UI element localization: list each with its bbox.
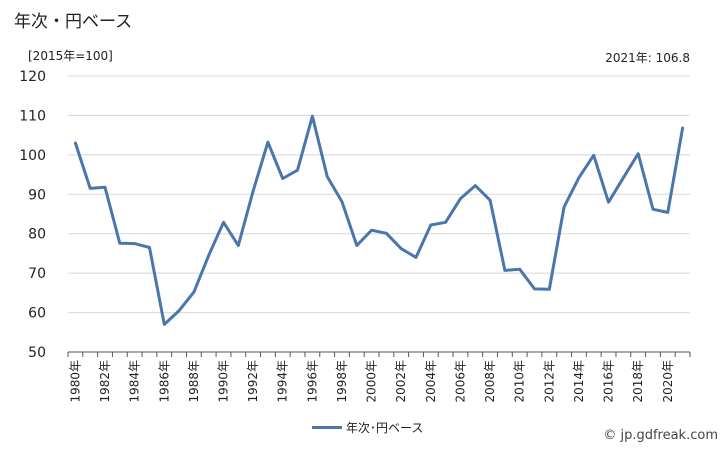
- legend: 年次･円ベース: [312, 419, 423, 436]
- data-point: [370, 229, 373, 232]
- series-line: [73, 114, 685, 326]
- x-tick-label: 2006年: [453, 360, 467, 403]
- x-tick-label: 1994年: [276, 360, 290, 403]
- data-point: [178, 309, 181, 312]
- data-point: [252, 190, 255, 193]
- x-tick-label: 2020年: [661, 360, 675, 403]
- x-tick-label: 2018年: [631, 360, 645, 403]
- legend-label: 年次･円ベース: [346, 421, 424, 435]
- data-point: [681, 127, 684, 130]
- data-point: [415, 256, 418, 259]
- data-point: [74, 142, 77, 145]
- y-tick-label: 50: [28, 345, 46, 361]
- data-point: [577, 176, 580, 179]
- x-tick-label: 2014年: [572, 360, 586, 403]
- data-point: [489, 199, 492, 202]
- data-point: [340, 200, 343, 203]
- data-point: [548, 288, 551, 291]
- x-tick-label: 1980年: [68, 360, 82, 403]
- data-point: [400, 247, 403, 250]
- data-point: [281, 177, 284, 180]
- x-tick-label: 1988年: [187, 360, 201, 403]
- data-point: [207, 254, 210, 257]
- x-tick-label: 1998年: [335, 360, 349, 403]
- data-point: [296, 169, 299, 172]
- legend-swatch: [312, 426, 342, 429]
- y-tick-label: 90: [28, 187, 46, 203]
- data-point: [163, 323, 166, 326]
- data-point: [266, 141, 269, 144]
- latest-value-note: 2021年: 106.8: [605, 51, 690, 65]
- data-point: [104, 186, 107, 189]
- x-tick-label: 1996年: [305, 360, 319, 403]
- data-point: [148, 246, 151, 249]
- source-credit: © jp.gdfreak.com: [603, 428, 718, 443]
- x-tick-label: 2008年: [483, 360, 497, 403]
- chart-title: 年次・円ベース: [14, 12, 133, 32]
- data-point: [637, 152, 640, 155]
- data-point: [237, 244, 240, 247]
- data-point: [533, 287, 536, 290]
- data-point: [444, 221, 447, 224]
- data-point: [563, 205, 566, 208]
- data-point: [133, 242, 136, 245]
- x-tick-label: 1992年: [246, 360, 260, 403]
- x-tick-label: 1986年: [157, 360, 171, 403]
- y-tick-label: 110: [19, 108, 46, 124]
- data-point: [192, 291, 195, 294]
- data-point: [118, 242, 121, 245]
- x-tick-label: 2012年: [542, 360, 556, 403]
- data-point: [355, 244, 358, 247]
- y-tick-label: 60: [28, 306, 46, 322]
- y-tick-label: 100: [19, 148, 46, 164]
- x-tick-label: 1982年: [98, 360, 112, 403]
- data-point: [459, 197, 462, 200]
- data-point: [651, 208, 654, 211]
- data-point: [429, 224, 432, 227]
- x-tick-label: 2004年: [424, 360, 438, 403]
- data-point: [474, 184, 477, 187]
- unit-note: [2015年=100]: [28, 49, 113, 63]
- x-tick-label: 2016年: [602, 360, 616, 403]
- data-point: [385, 232, 388, 235]
- x-tick-label: 2000年: [365, 360, 379, 403]
- data-point: [518, 268, 521, 271]
- data-point: [89, 187, 92, 190]
- y-tick-label: 120: [19, 69, 46, 85]
- data-point: [222, 221, 225, 224]
- data-point: [503, 269, 506, 272]
- data-point: [622, 176, 625, 179]
- data-point: [592, 154, 595, 157]
- data-point: [326, 175, 329, 178]
- data-point: [666, 211, 669, 214]
- y-tick-label: 70: [28, 266, 46, 282]
- x-tick-label: 2002年: [394, 360, 408, 403]
- x-tick-label: 1984年: [128, 360, 142, 403]
- y-tick-label: 80: [28, 227, 46, 243]
- x-tick-label: 2010年: [513, 360, 527, 403]
- data-point: [607, 201, 610, 204]
- x-tick-label: 1990年: [217, 360, 231, 403]
- data-point: [311, 115, 314, 118]
